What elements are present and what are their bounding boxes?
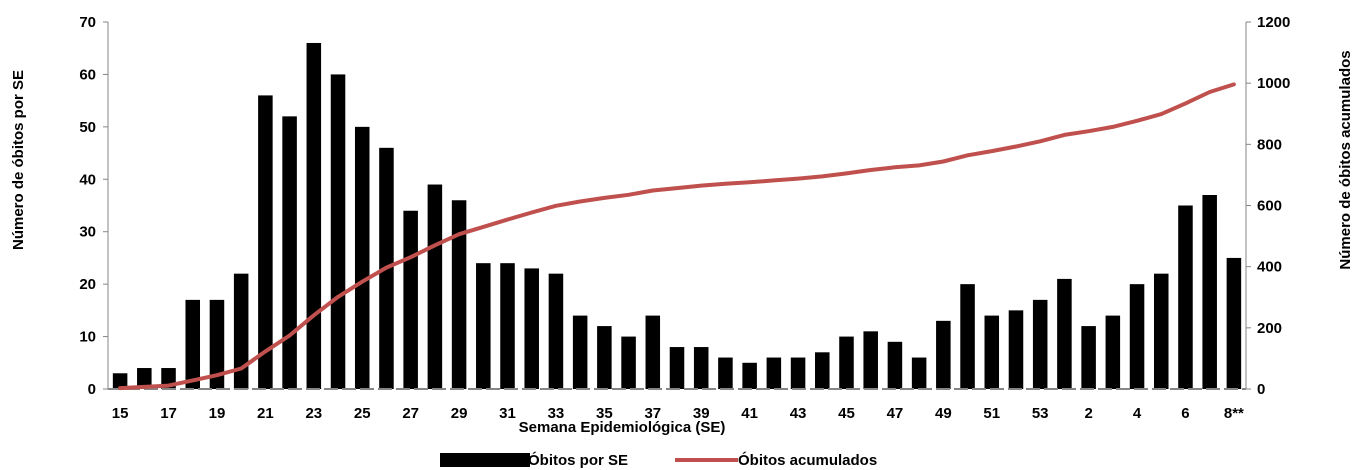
bar [791,358,806,389]
bar [428,185,443,389]
bar [694,347,709,389]
bar [476,263,491,389]
bar [646,316,661,389]
bar [500,263,515,389]
y-right-tick-label: 600 [1257,198,1282,215]
bar [452,200,467,389]
bar [185,300,200,389]
x-tick-label: 51 [983,405,1000,422]
x-tick-label: 23 [305,405,322,422]
bar [1033,300,1048,389]
bar [912,358,927,389]
bar [573,316,588,389]
y-right-tick-label: 0 [1257,381,1265,398]
bar [888,342,903,389]
y-left-tick-label: 70 [79,14,96,31]
bar [524,268,539,389]
bar [621,337,636,389]
x-tick-label: 27 [402,405,419,422]
x-tick-label: 43 [790,405,807,422]
bar [670,347,685,389]
x-tick-label: 29 [451,405,468,422]
bar [985,316,1000,389]
bar [960,284,975,389]
bar [1130,284,1145,389]
bar [307,43,322,389]
bar [1202,195,1217,389]
bar [355,127,370,389]
bar [1178,206,1193,390]
bar [258,95,273,389]
y-left-tick-label: 40 [79,171,96,188]
x-tick-label: 4 [1133,405,1142,422]
y-axis-right-title: Número de óbitos acumulados [1337,50,1354,269]
y-right-tick-label: 1200 [1257,14,1290,31]
x-tick-label: 17 [160,405,177,422]
bar [863,331,878,389]
y-left-tick-label: 10 [79,329,96,346]
bar [1227,258,1242,389]
y-left-tick-label: 60 [79,66,96,83]
x-tick-label: 6 [1181,405,1189,422]
y-axis-left-title: Número de óbitos por SE [10,70,27,250]
bar [403,211,418,389]
x-tick-label: 2 [1084,405,1092,422]
y-right-tick-label: 400 [1257,259,1282,276]
bar [936,321,951,389]
bar [815,352,830,389]
bar [282,116,297,389]
bar [718,358,733,389]
x-tick-label: 47 [887,405,904,422]
x-tick-label: 19 [209,405,226,422]
x-tick-label: 41 [741,405,758,422]
y-left-tick-label: 50 [79,119,96,136]
x-tick-label: 15 [112,405,129,422]
y-left-tick-label: 0 [88,381,96,398]
y-left-tick-label: 30 [79,224,96,241]
y-right-tick-label: 1000 [1257,75,1290,92]
x-axis-title: Semana Epidemiológica (SE) [519,419,726,436]
legend-swatch-bars [440,453,530,467]
legend-label-line: Óbitos acumulados [738,451,877,469]
x-tick-label: 31 [499,405,516,422]
bar [1057,279,1072,389]
bar [742,363,757,389]
bar [1106,316,1121,389]
plot-area: 0 10 20 30 40 50 60 70 0 200 400 600 800 1000 1200 15 17… [79,14,1290,422]
y-right-tick-label: 200 [1257,320,1282,337]
x-tick-label: 45 [838,405,855,422]
bar [1081,326,1096,389]
bar [767,358,782,389]
legend-label-bars: Óbitos por SE [528,451,628,469]
x-tick-label: 49 [935,405,952,422]
x-tick-label: 25 [354,405,371,422]
bar [1154,274,1169,389]
y-left-tick-label: 20 [79,276,96,293]
bar [1009,310,1024,389]
x-tick-label: 8** [1224,405,1244,422]
bar [839,337,854,389]
bar [331,74,346,389]
x-tick-label: 21 [257,405,274,422]
x-tick-label: 53 [1032,405,1049,422]
legend: Óbitos por SE Óbitos acumulados [440,451,877,469]
y-right-tick-label: 800 [1257,136,1282,153]
bar [549,274,564,389]
bar [597,326,612,389]
